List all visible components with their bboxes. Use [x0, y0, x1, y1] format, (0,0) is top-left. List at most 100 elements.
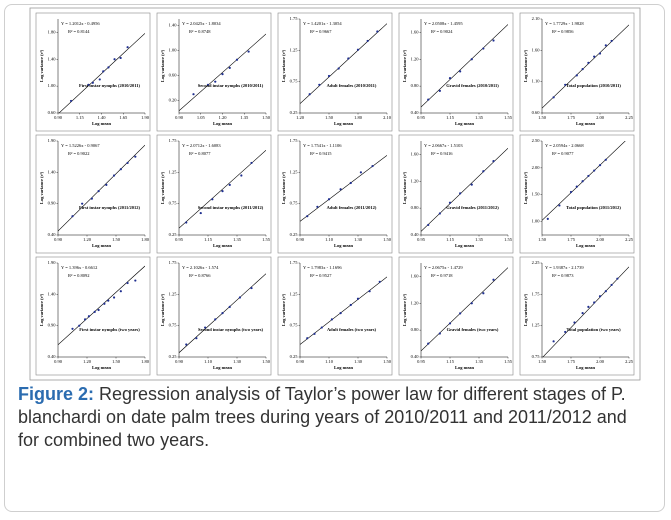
x-tick-label: 1.35 [240, 115, 249, 120]
r-squared: R² = 0.9856 [552, 29, 574, 34]
r-squared: R² = 0.8144 [68, 29, 90, 34]
x-tick-label: 0.90 [54, 359, 63, 364]
data-point [93, 310, 96, 313]
data-point [376, 30, 379, 33]
y-tick-label: 2.00 [532, 165, 541, 170]
data-point [339, 188, 342, 191]
data-point [339, 312, 342, 315]
y-tick-label: 0.40 [48, 232, 57, 237]
panel: 0.95 1.15 1.35 1.55 0.25 0.75 1.25 1.75 Log mean… [156, 134, 272, 254]
data-point [97, 190, 100, 193]
x-tick-label: 0.90 [175, 115, 184, 120]
data-point [69, 99, 73, 103]
x-tick-label: 2.00 [596, 237, 605, 242]
caption: Figure 2: Regression analysis of Taylor’… [18, 383, 650, 452]
data-point [349, 181, 352, 185]
data-point [107, 299, 110, 302]
data-point [87, 315, 91, 318]
y-tick-label: 1.90 [48, 260, 57, 265]
x-tick-label: 1.50 [538, 115, 547, 120]
y-tick-label: 1.20 [411, 300, 420, 305]
y-tick-label: 0.75 [290, 323, 299, 328]
trend-line [421, 24, 508, 108]
x-axis-label: Log mean [576, 243, 596, 248]
y-tick-label: 0.80 [411, 83, 420, 88]
x-tick-label: 1.20 [83, 237, 92, 242]
data-point [558, 204, 561, 207]
y-tick-label: 1.75 [532, 291, 541, 296]
x-axis-label: Log mean [455, 365, 475, 370]
x-tick-label: 0.90 [296, 237, 305, 242]
data-point [192, 93, 195, 96]
figure-box [4, 4, 665, 512]
panel-frame [277, 134, 393, 254]
y-tick-label: 0.40 [48, 354, 57, 359]
x-tick-label: 1.50 [262, 115, 271, 120]
y-tick-label: 0.25 [290, 232, 299, 237]
y-tick-label: 1.60 [411, 151, 420, 156]
panel-label: Adult females (2010/2011) [327, 83, 377, 88]
equation: Y = 2.0425x - 1.8034 [182, 21, 221, 26]
data-point [552, 96, 555, 99]
x-tick-label: 0.90 [175, 359, 184, 364]
data-point [214, 80, 217, 83]
data-point [581, 312, 584, 315]
x-tick-label: 1.80 [354, 115, 363, 120]
y-tick-label: 1.20 [411, 56, 420, 61]
equation: Y = 2.0712x - 1.6083 [182, 143, 221, 148]
panel: 0.95 1.15 1.35 1.55 0.40 0.80 1.20 1.60 Log mean… [398, 12, 514, 132]
data-point [470, 302, 473, 305]
y-axis-label: Log variance (s²) [39, 49, 44, 82]
data-point [564, 83, 567, 86]
panel: 0.90 1.05 1.20 1.35 1.50 0.20 0.60 1.00 1.40 Log … [156, 12, 272, 132]
panel-label: Second instar nymphs (2011/2012) [198, 205, 264, 210]
trend-line [58, 33, 145, 113]
data-point [221, 312, 224, 315]
y-axis-label: Log variance (s²) [523, 49, 528, 82]
panel-frame [519, 256, 635, 376]
panel-frame [156, 12, 272, 132]
data-point [214, 318, 217, 321]
data-point [195, 337, 198, 340]
panel-label: First instar nymphs (2010/2011) [79, 83, 141, 88]
panel-label: First instar nymphs (two years) [79, 327, 140, 332]
equation: Y = 1.7983x - 1.1696 [303, 265, 342, 270]
data-point [546, 217, 549, 220]
x-tick-label: 2.25 [625, 359, 634, 364]
data-point [356, 48, 360, 51]
x-axis-label: Log mean [213, 121, 233, 126]
x-tick-label: 1.50 [538, 359, 547, 364]
y-tick-label: 0.25 [169, 354, 178, 359]
y-tick-label: 0.40 [411, 110, 420, 115]
data-point [349, 303, 352, 307]
y-tick-label: 1.25 [290, 291, 299, 296]
r-squared: R² = 0.9416 [431, 151, 453, 156]
y-axis-label: Log variance (s²) [281, 171, 286, 204]
trend-line [542, 266, 629, 357]
y-tick-label: 0.90 [48, 323, 57, 328]
r-squared: R² = 0.8748 [189, 29, 211, 34]
data-point [313, 332, 316, 335]
data-point [240, 174, 243, 177]
x-tick-label: 0.95 [417, 359, 426, 364]
x-axis-label: Log mean [213, 243, 233, 248]
x-tick-label: 1.40 [98, 115, 107, 120]
panel-label: Total population (2011/2012) [566, 205, 621, 210]
x-tick-label: 1.10 [325, 359, 334, 364]
equation: Y = 2.0594x - 2.0668 [545, 143, 584, 148]
x-tick-label: 1.50 [325, 115, 334, 120]
x-tick-label: 1.55 [504, 115, 513, 120]
data-point [78, 324, 81, 327]
data-point [228, 183, 231, 186]
x-axis-label: Log mean [92, 365, 112, 370]
panel-label: Gravid females (2010/2011) [446, 83, 499, 88]
y-axis-label: Log variance (s²) [402, 49, 407, 82]
data-point [119, 290, 122, 293]
data-point [126, 46, 129, 49]
x-tick-label: 1.20 [83, 359, 92, 364]
data-point [564, 330, 567, 334]
equation: Y = 2.0667x - 1.5103 [424, 143, 463, 148]
panel-label: Adult females (2011/2012) [327, 205, 377, 210]
data-point [250, 286, 253, 290]
